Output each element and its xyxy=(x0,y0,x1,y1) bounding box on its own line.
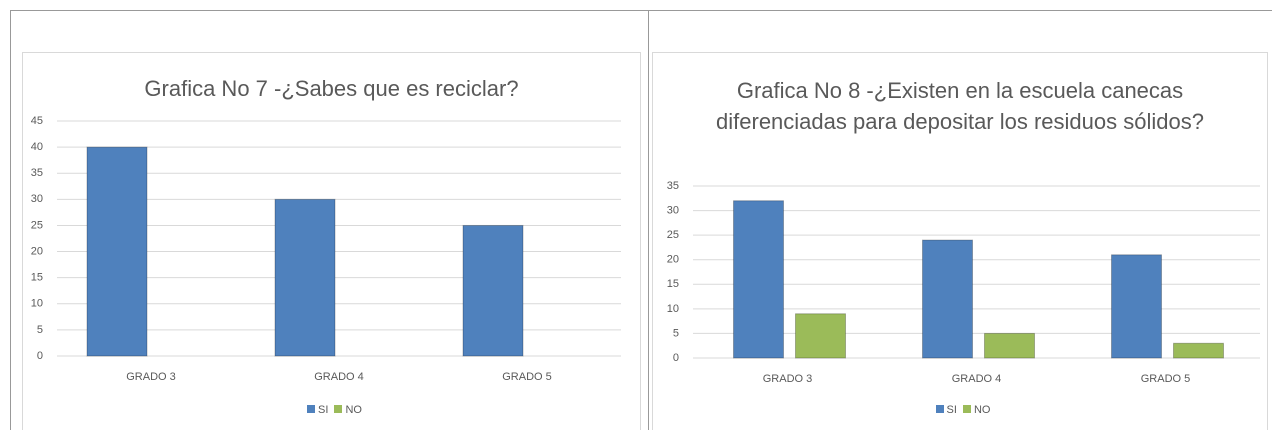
chart: Grafica No 8 -¿Existen en la escuela can… xyxy=(652,52,1268,430)
legend: SI NO xyxy=(653,404,1267,416)
bar xyxy=(1173,342,1224,359)
legend-label: SI xyxy=(318,404,329,416)
bar xyxy=(1111,254,1162,359)
x-tick-label: GRADO 3 xyxy=(126,371,176,383)
x-tick-label: GRADO 3 xyxy=(763,373,813,385)
y-tick-label: 0 xyxy=(37,350,43,362)
x-tick-label: GRADO 4 xyxy=(952,373,1002,385)
y-tick-label: 25 xyxy=(667,229,679,241)
y-tick-label: 20 xyxy=(31,245,43,257)
bar xyxy=(733,200,784,359)
y-tick-label: 10 xyxy=(667,303,679,315)
legend-swatch xyxy=(962,405,971,413)
bar xyxy=(86,146,148,357)
bar xyxy=(922,239,973,359)
y-tick-label: 40 xyxy=(31,141,43,153)
legend-label: SI xyxy=(946,404,957,416)
x-tick-label: GRADO 4 xyxy=(314,371,364,383)
y-tick-label: 35 xyxy=(31,167,43,179)
y-tick-label: 15 xyxy=(667,278,679,290)
bar xyxy=(984,332,1035,359)
y-tick-label: 30 xyxy=(31,193,43,205)
bar xyxy=(795,313,846,359)
y-tick-label: 25 xyxy=(31,219,43,231)
frame xyxy=(648,10,649,430)
legend-label: NO xyxy=(973,404,991,416)
x-tick-label: GRADO 5 xyxy=(502,371,552,383)
frame xyxy=(10,10,11,430)
chart-title: Grafica No 8 -¿Existen en la escuela can… xyxy=(716,78,1204,134)
legend-label: NO xyxy=(345,404,362,416)
legend-swatch xyxy=(334,405,343,413)
x-tick-label: GRADO 5 xyxy=(1141,373,1191,385)
plot: 0 5 10 15 20 25 30 35 40 45 GRADO 3 GRADO 4 GRADO 5 xyxy=(31,115,621,383)
y-tick-label: 0 xyxy=(673,352,679,364)
legend: SI NO xyxy=(23,404,640,416)
bar xyxy=(462,224,524,357)
legend-swatch xyxy=(307,405,316,413)
y-tick-label: 45 xyxy=(31,115,43,127)
legend-swatch xyxy=(935,405,944,413)
y-tick-label: 5 xyxy=(673,327,679,339)
chart: Grafica No 7 -¿Sabes que es reciclar? 0 5 1… xyxy=(22,52,641,430)
y-tick-label: 35 xyxy=(667,180,679,192)
plot: 0 5 10 15 20 25 30 35 GRADO 3 GRADO 4 GRADO 5 xyxy=(667,180,1260,385)
frame xyxy=(10,10,1272,11)
bar xyxy=(274,198,336,357)
chart-title: Grafica No 7 -¿Sabes que es reciclar? xyxy=(144,76,519,101)
y-tick-label: 20 xyxy=(667,254,679,266)
y-tick-label: 5 xyxy=(37,324,43,336)
y-tick-label: 10 xyxy=(31,298,43,310)
y-tick-label: 30 xyxy=(667,204,679,216)
y-tick-label: 15 xyxy=(31,272,43,284)
